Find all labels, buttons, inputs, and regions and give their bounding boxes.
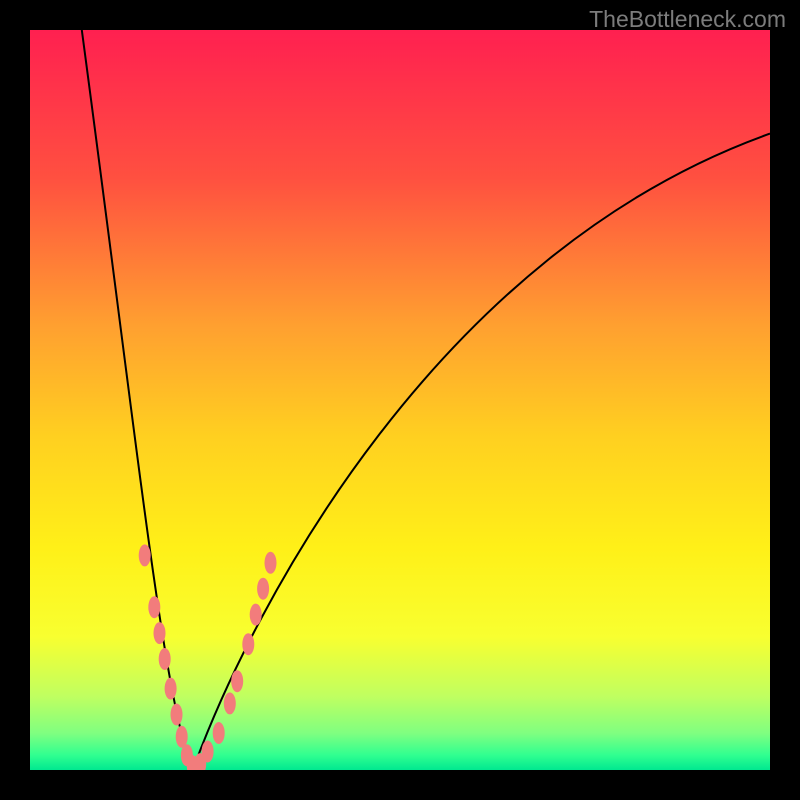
chart-container: TheBottleneck.com (0, 0, 800, 800)
data-marker (171, 704, 183, 726)
bottleneck-curve-chart (30, 30, 770, 770)
data-marker (213, 722, 225, 744)
data-marker (159, 648, 171, 670)
data-marker (250, 604, 262, 626)
data-marker (265, 552, 277, 574)
plot-background (30, 30, 770, 770)
data-marker (242, 633, 254, 655)
data-marker (139, 544, 151, 566)
data-marker (148, 596, 160, 618)
data-marker (231, 670, 243, 692)
data-marker (202, 741, 214, 763)
data-marker (224, 692, 236, 714)
watermark-text: TheBottleneck.com (589, 6, 786, 33)
data-marker (165, 678, 177, 700)
data-marker (257, 578, 269, 600)
data-marker (154, 622, 166, 644)
